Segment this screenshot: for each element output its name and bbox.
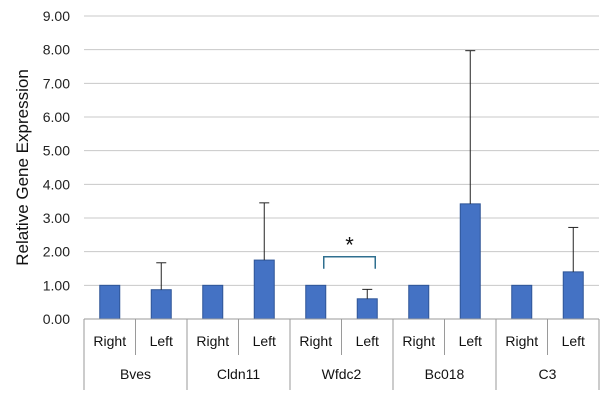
bar (150, 289, 172, 320)
x-subcategory-label: Right (402, 333, 435, 349)
annotations: * (323, 233, 376, 269)
x-subcategory-label: Left (562, 333, 585, 349)
x-subcategory-label: Right (299, 333, 332, 349)
bar (459, 203, 481, 320)
bar (408, 284, 430, 320)
bars (99, 203, 584, 320)
x-subcategory-label: Left (150, 333, 173, 349)
y-tick-label: 8.00 (43, 42, 70, 58)
x-group-label: Cldn11 (217, 366, 261, 382)
y-tick-label: 5.00 (43, 143, 70, 159)
significance-bracket (323, 255, 376, 269)
significance-star: * (345, 233, 354, 258)
bar (202, 284, 224, 320)
bar (253, 259, 275, 320)
x-group-label: Bc018 (425, 366, 465, 382)
y-tick-label: 1.00 (43, 277, 70, 293)
y-tick-label: 3.00 (43, 210, 70, 226)
y-tick-label: 0.00 (43, 311, 70, 327)
y-tick-label: 7.00 (43, 75, 70, 91)
bar (305, 284, 327, 320)
y-tick-labels: 0.00 1.00 2.00 3.00 4.00 5.00 6.00 7.00 8.00 9.00 (43, 8, 70, 327)
x-group-label: Wfdc2 (322, 366, 362, 382)
y-tick-label: 2.00 (43, 244, 70, 260)
x-axis: Right Left Bves Right Left Cldn11 Right Left Wfd… (83, 318, 600, 390)
x-subcategory-label: Left (356, 333, 379, 349)
bar (562, 271, 584, 320)
x-group-label: Bves (120, 366, 151, 382)
gridlines (84, 15, 599, 320)
bar (511, 284, 533, 320)
x-group-label: C3 (539, 366, 557, 382)
x-subcategory-label: Left (253, 333, 276, 349)
y-tick-label: 6.00 (43, 109, 70, 125)
error-bars (156, 50, 579, 299)
x-subcategory-label: Right (93, 333, 126, 349)
y-tick-label: 9.00 (43, 8, 70, 24)
bar (99, 284, 121, 320)
bar (356, 298, 378, 320)
x-subcategory-label: Left (459, 333, 482, 349)
x-subcategory-label: Right (196, 333, 229, 349)
y-axis-title: Relative Gene Expression (13, 69, 32, 266)
x-subcategory-label: Right (505, 333, 538, 349)
y-tick-label: 4.00 (43, 176, 70, 192)
